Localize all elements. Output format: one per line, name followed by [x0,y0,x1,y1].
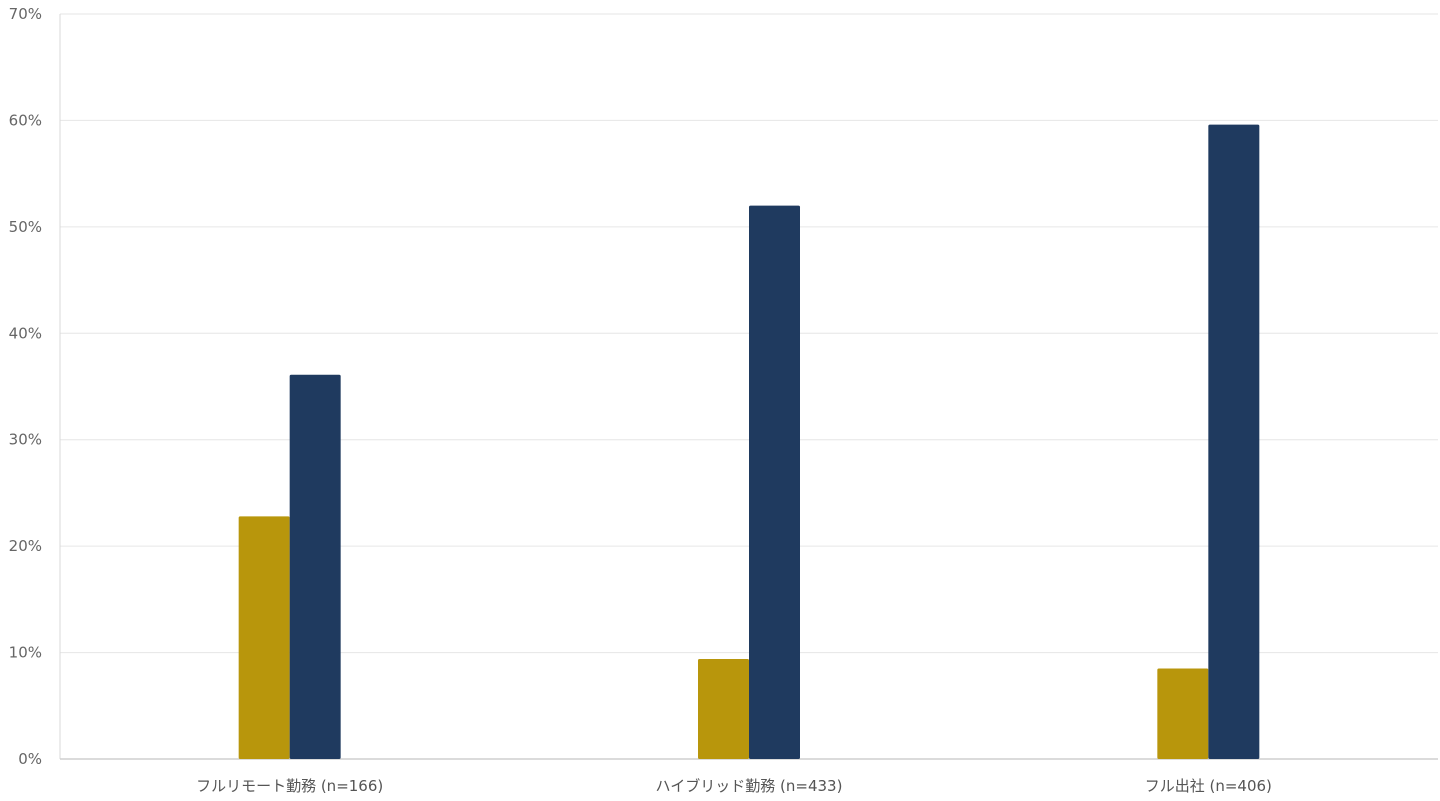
y-tick-label: 10% [9,644,42,662]
x-axis-category-labels: フルリモート勤務 (n=166) ハイブリッド勤務 (n=433) フル出社 (n=… [196,777,1272,795]
x-category-label: フル出社 (n=406) [1145,777,1272,795]
y-tick-label: 40% [9,324,42,342]
y-tick-label: 30% [9,431,42,449]
y-tick-label: 50% [9,218,42,236]
bar-series1-cat2 [698,658,749,759]
y-tick-label: 60% [9,111,42,129]
bar-series1-cat3 [1157,668,1209,759]
x-category-label: ハイブリッド勤務 (n=433) [656,777,843,795]
axes [59,14,1438,760]
y-tick-label: 20% [9,537,42,555]
bars [238,124,1260,760]
bar-series2-cat2 [749,205,800,760]
bar-series2-cat1 [289,374,341,759]
y-tick-label: 70% [9,5,42,23]
y-tick-label: 0% [18,750,42,768]
x-category-label: フルリモート勤務 (n=166) [196,777,383,795]
bar-series2-cat3 [1208,124,1260,759]
bar-series1-cat1 [238,516,290,759]
y-axis-tick-labels: 0% 10% 20% 30% 40% 50% 60% 70% [9,5,42,768]
